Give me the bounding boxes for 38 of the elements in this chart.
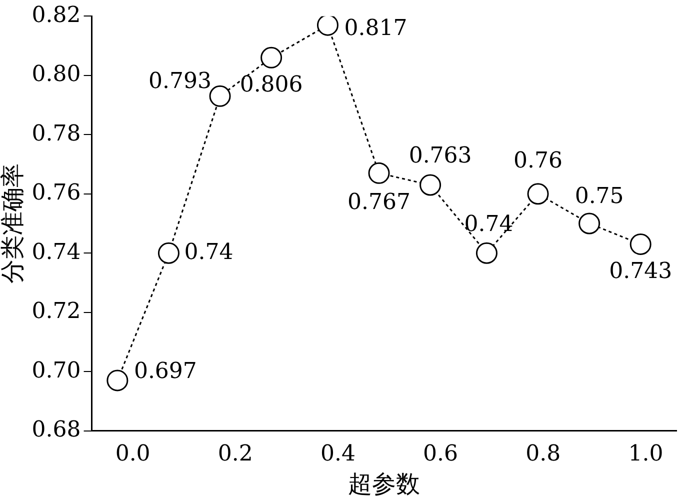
point — [209, 85, 231, 107]
point — [158, 242, 180, 264]
data-label: 0.817 — [344, 16, 408, 41]
point — [106, 370, 128, 392]
x-tick-label: 0.4 — [320, 442, 356, 467]
point — [578, 212, 600, 234]
x-tick-label: 0.6 — [423, 442, 458, 467]
data-label: 0.76 — [514, 148, 563, 174]
data-label: 0.763 — [408, 144, 472, 169]
data-label: 0.806 — [240, 72, 303, 98]
y-tick-label: 0.82 — [32, 2, 81, 28]
point — [476, 242, 498, 264]
point — [368, 162, 390, 184]
data-label: 0.793 — [148, 68, 212, 94]
y-tick-label: 0.76 — [32, 180, 81, 206]
y-tick-label: 0.68 — [32, 418, 81, 443]
data-label: 0.74 — [184, 240, 234, 265]
point — [527, 183, 549, 205]
point — [260, 46, 282, 68]
y-tick-label: 0.72 — [32, 299, 81, 324]
point — [630, 233, 652, 255]
x-tick-label: 0.2 — [218, 442, 253, 467]
point — [420, 174, 442, 196]
point — [316, 16, 338, 36]
y-tick-label: 0.70 — [32, 358, 81, 384]
y-axis-title: 分类准确率 — [0, 164, 27, 284]
y-tick-label: 0.80 — [32, 62, 81, 88]
data-label: 0.743 — [609, 258, 672, 284]
x-tick-label: 1.0 — [628, 442, 664, 467]
x-tick-label: 0.0 — [115, 442, 150, 467]
x-axis-title: 超参数 — [348, 470, 420, 498]
data-label: 0.767 — [348, 190, 411, 215]
y-tick-label: 0.78 — [32, 121, 81, 146]
data-label: 0.75 — [574, 184, 624, 210]
data-label: 0.74 — [464, 212, 514, 237]
x-tick-label: 0.8 — [526, 442, 561, 467]
y-tick-label: 0.74 — [32, 240, 81, 265]
data-label: 0.697 — [134, 359, 197, 384]
